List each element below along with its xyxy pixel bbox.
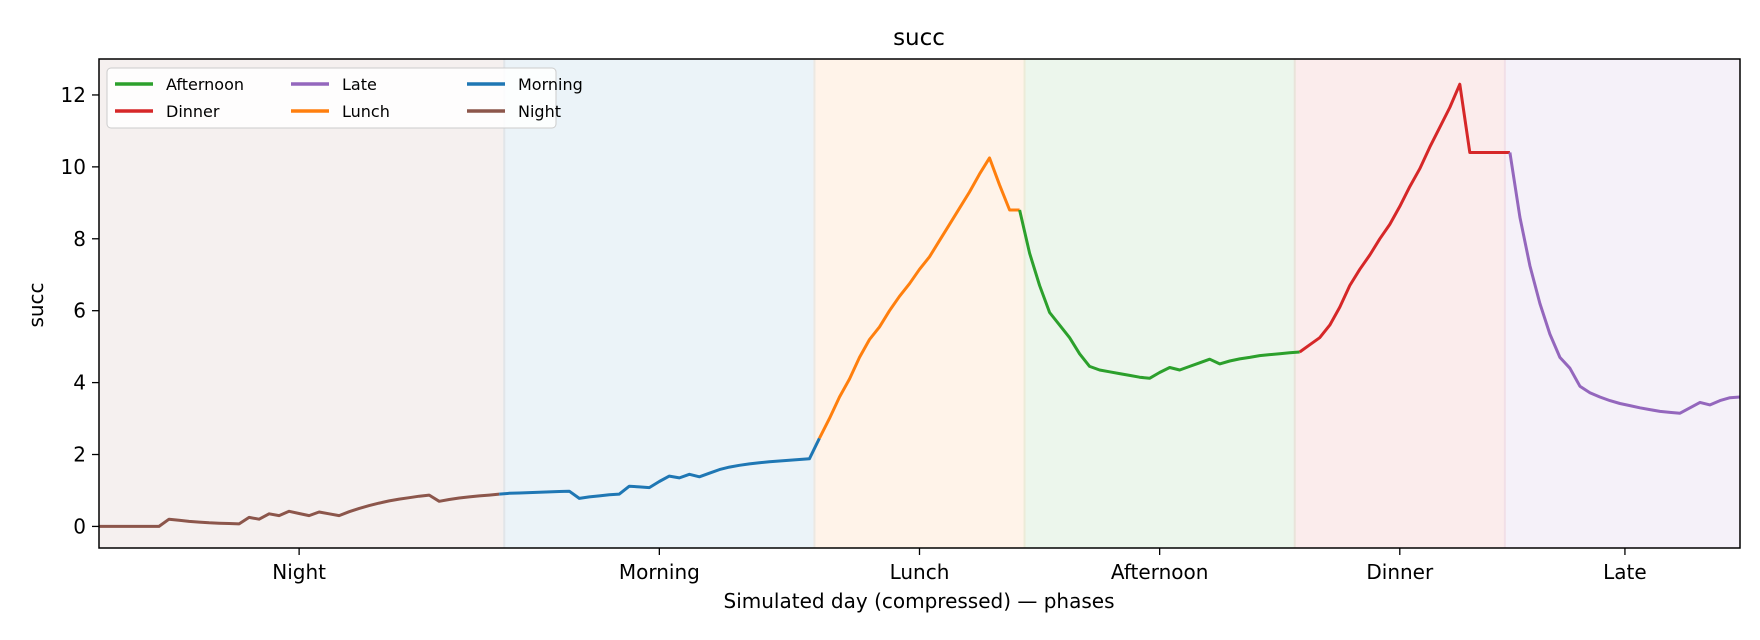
chart-title: succ [893,25,945,51]
y-axis-ticks: 0 2 4 6 8 10 12 [61,83,99,538]
legend-label-dinner: Dinner [166,102,220,121]
y-tick-label: 6 [73,299,86,323]
x-axis-ticks: Night Morning Lunch Afternoon Dinner Late [272,548,1647,584]
series-lines [99,82,1741,528]
phase-band-morning [503,59,816,548]
legend-box [106,67,557,129]
y-tick-label: 12 [61,83,86,107]
phase-band-afternoon [1023,59,1296,548]
legend-label-morning: Morning [518,75,583,94]
x-tick-label: Night [272,560,326,584]
series-line-night [99,492,500,528]
phase-band-night [99,59,506,548]
y-tick-label: 4 [73,371,86,395]
series-line-afternoon [1018,209,1300,380]
phase-band-lunch [813,59,1026,548]
x-tick-label: Dinner [1366,560,1434,584]
y-tick-label: 0 [73,514,86,538]
x-tick-label: Late [1603,560,1647,584]
y-axis-label: succ [24,282,48,327]
phase-band-late [1503,59,1740,548]
legend: Afternoon Dinner Late Lunch Morning Night [106,67,583,129]
legend-label-afternoon: Afternoon [166,75,244,94]
series-line-morning [499,437,821,500]
series-line-late [1508,152,1741,415]
x-tick-label: Lunch [890,560,950,584]
legend-label-night: Night [518,102,561,121]
legend-label-lunch: Lunch [342,102,390,121]
series-line-lunch [818,156,1020,439]
x-tick-label: Morning [619,560,700,584]
phase-backgrounds [99,59,1740,548]
x-tick-label: Afternoon [1111,560,1209,584]
y-tick-label: 10 [61,155,86,179]
legend-label-late: Late [342,75,377,94]
phase-band-dinner [1293,59,1506,548]
x-axis-label: Simulated day (compressed) — phases [724,589,1115,613]
series-line-dinner [1298,82,1510,354]
y-tick-label: 2 [73,443,86,467]
y-tick-label: 8 [73,227,86,251]
